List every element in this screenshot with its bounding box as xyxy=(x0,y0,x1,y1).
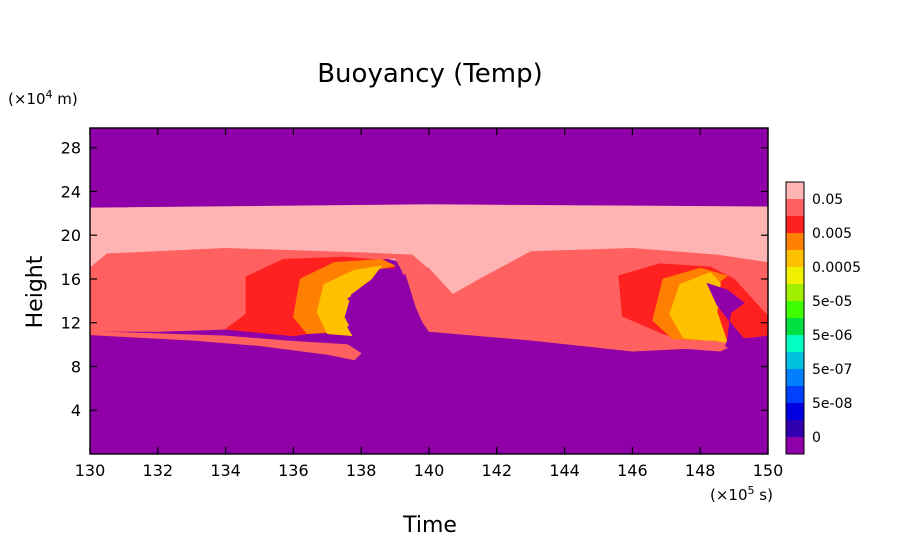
contour-region-5-1 xyxy=(706,282,768,363)
x-axis-label: Time xyxy=(402,513,457,538)
y-tick-label: 16 xyxy=(61,270,81,289)
colorbar-label: 0.005 xyxy=(812,226,852,242)
colorbar-label: 0.05 xyxy=(812,192,843,208)
colorbar-swatch xyxy=(786,250,804,268)
x-tick-label: 150 xyxy=(753,461,784,480)
colorbar-swatch xyxy=(786,182,804,200)
x-unit-exponent: 5 xyxy=(748,484,755,497)
colorbar-swatch xyxy=(786,386,804,404)
contour-region-6-0 xyxy=(90,331,362,361)
y-tick-label: 12 xyxy=(61,314,81,333)
colorbar-label: 5e-08 xyxy=(812,396,852,412)
y-unit-label: (×104 m) xyxy=(8,88,78,108)
x-tick-label: 144 xyxy=(549,461,580,480)
contour-region-5-0 xyxy=(347,274,430,363)
colorbar-swatch xyxy=(786,369,804,387)
plot-area xyxy=(90,128,768,454)
y-tick-label: 24 xyxy=(61,182,81,201)
colorbar-swatch xyxy=(786,352,804,370)
colorbar-label: 0 xyxy=(812,430,821,446)
colorbar-swatch xyxy=(786,335,804,353)
colorbar-label: 5e-07 xyxy=(812,362,852,378)
y-tick-label: 20 xyxy=(61,226,81,245)
colorbar-swatch xyxy=(786,284,804,302)
x-axis: 130 132 134 136 138 140 142 144 146 148 150 xyxy=(75,128,784,480)
colorbar: 0.05 0.005 0.0005 5e-05 5e-06 5e-07 5e-08 0 xyxy=(785,181,861,455)
colorbar-swatch xyxy=(786,301,804,319)
x-unit-suffix: s) xyxy=(755,486,773,504)
contour-region-6-1 xyxy=(432,330,728,352)
x-unit-label: (×105 s) xyxy=(710,484,773,504)
y-unit-suffix: m) xyxy=(53,90,78,108)
y-unit-prefix: (×10 xyxy=(8,90,46,108)
x-tick-label: 130 xyxy=(75,461,106,480)
y-unit-exponent: 4 xyxy=(46,88,53,101)
colorbar-swatch xyxy=(786,403,804,421)
x-tick-label: 148 xyxy=(685,461,716,480)
y-tick-label: 8 xyxy=(71,357,81,376)
x-tick-label: 146 xyxy=(617,461,648,480)
colorbar-label: 5e-06 xyxy=(812,328,852,344)
chart-title: Buoyancy (Temp) xyxy=(317,59,543,89)
x-unit-prefix: (×10 xyxy=(710,486,748,504)
colorbar-frame xyxy=(785,181,805,455)
x-tick-label: 132 xyxy=(143,461,174,480)
colorbar-swatch xyxy=(786,199,804,217)
y-tick-label: 28 xyxy=(61,139,81,158)
x-tick-label: 134 xyxy=(210,461,241,480)
y-tick-label: 4 xyxy=(71,401,81,420)
x-tick-label: 140 xyxy=(414,461,445,480)
colorbar-swatch xyxy=(786,420,804,438)
colorbar-label: 0.0005 xyxy=(812,260,861,276)
x-tick-label: 142 xyxy=(482,461,513,480)
colorbar-swatch xyxy=(786,216,804,234)
x-tick-label: 138 xyxy=(346,461,377,480)
colorbar-label: 5e-05 xyxy=(812,294,852,310)
y-axis: 4 8 12 16 20 24 28 xyxy=(61,139,768,420)
colorbar-swatch xyxy=(786,233,804,251)
colorbar-swatch xyxy=(786,437,804,455)
x-tick-label: 136 xyxy=(278,461,309,480)
y-axis-label: Height xyxy=(23,255,48,328)
colorbar-swatch xyxy=(786,318,804,336)
colorbar-swatch xyxy=(786,267,804,285)
